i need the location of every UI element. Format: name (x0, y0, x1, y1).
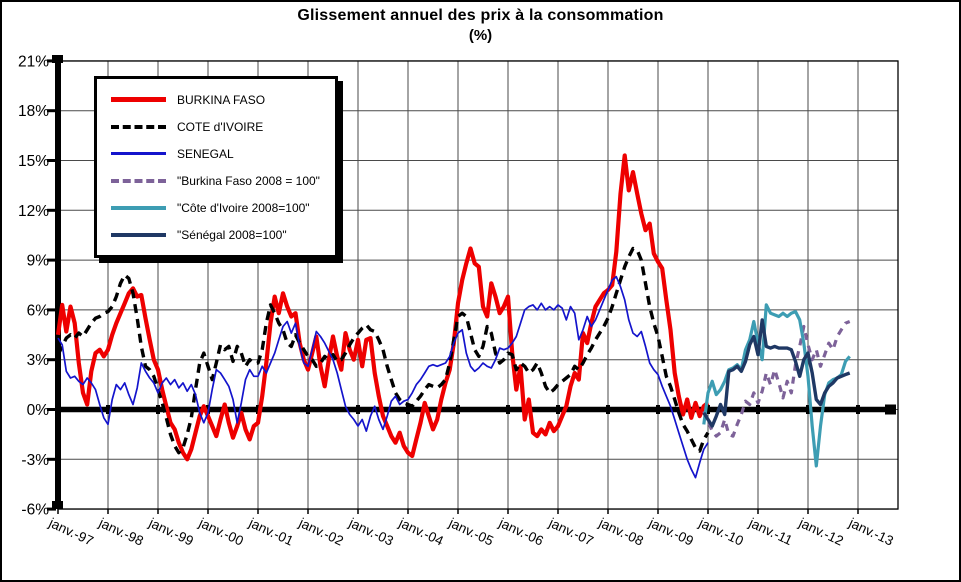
zero-line-end-marker (885, 404, 896, 415)
y-tick-label: 9% (27, 253, 50, 270)
zero-line-tick (756, 405, 760, 414)
chart-subtitle: (%) (468, 27, 493, 44)
y-tick-label: -3% (21, 452, 49, 469)
legend-label: BURKINA FASO (177, 92, 266, 107)
legend-line-sample (111, 178, 166, 183)
x-tick-label: janv.-08 (596, 515, 646, 549)
legend: BURKINA FASO COTE d'IVOIRE SENEGAL "Burkina… (94, 76, 338, 258)
zero-line-tick (506, 405, 510, 414)
zero-line-tick (806, 405, 810, 414)
y-axis-bottom-marker (52, 501, 63, 509)
x-tick-label: janv.-99 (146, 515, 196, 549)
y-tick-label: 21% (18, 53, 49, 70)
y-tick (47, 507, 56, 511)
y-tick (47, 457, 56, 461)
x-tick-label: janv.-03 (346, 515, 396, 549)
zero-line-tick (456, 405, 460, 414)
x-tick-label: janv.-06 (496, 515, 546, 549)
legend-line-sample (111, 152, 166, 155)
legend-line-sample (111, 97, 166, 102)
y-axis-top-marker (52, 55, 63, 63)
y-tick-label: 3% (27, 352, 50, 369)
x-tick-label: janv.-04 (396, 515, 446, 549)
x-tick-label: janv.-07 (546, 515, 596, 549)
x-tick-label: janv.-13 (846, 515, 896, 549)
x-tick-label: janv.-97 (46, 515, 96, 549)
legend-item: "Sénégal 2008=100" (97, 221, 335, 248)
y-tick-label: 18% (18, 103, 49, 120)
zero-line-tick (606, 405, 610, 414)
zero-line-tick (406, 405, 410, 414)
y-tick-label: 0% (27, 402, 50, 419)
legend-label: COTE d'IVOIRE (177, 119, 264, 134)
x-tick-label: janv.-00 (196, 515, 246, 549)
y-axis (55, 55, 61, 509)
legend-item: SENEGAL (97, 140, 335, 167)
x-tick-label: janv.-98 (96, 515, 146, 549)
x-tick-label: janv.-09 (646, 515, 696, 549)
legend-item: "Burkina Faso 2008 = 100" (97, 167, 335, 194)
y-tick (47, 59, 56, 63)
series-burkina-faso (55, 153, 710, 462)
y-tick (47, 109, 56, 113)
series-s-n-gal-2008-100 (702, 318, 851, 428)
y-tick (47, 308, 56, 312)
y-tick (47, 208, 56, 212)
legend-item: COTE d'IVOIRE (97, 113, 335, 140)
legend-label: "Sénégal 2008=100" (177, 227, 287, 242)
legend-line-sample (111, 124, 166, 129)
legend-label: "Burkina Faso 2008 = 100" (177, 173, 320, 188)
legend-label: "Côte d'Ivoire 2008=100" (177, 200, 310, 215)
x-tick-label: janv.-10 (696, 515, 746, 549)
zero-line-tick (356, 405, 360, 414)
zero-line-tick (556, 405, 560, 414)
y-tick (47, 258, 56, 262)
legend-label: SENEGAL (177, 146, 234, 161)
y-tick-label: 6% (27, 302, 50, 319)
series-senegal (57, 275, 709, 479)
zero-line-tick (156, 405, 160, 414)
x-tick-label: janv.-02 (296, 515, 346, 549)
legend-item: "Côte d'Ivoire 2008=100" (97, 194, 335, 221)
legend-item: BURKINA FASO (97, 86, 335, 113)
series-burkina-faso-2008-100 (702, 320, 851, 438)
zero-line-tick (856, 405, 860, 414)
x-tick-label: janv.-05 (446, 515, 496, 549)
legend-line-sample (111, 232, 166, 237)
series-cote-d-ivoire (56, 246, 710, 455)
x-tick-label: janv.-11 (746, 515, 795, 548)
y-tick (47, 358, 56, 362)
x-tick-label: janv.-01 (246, 515, 296, 549)
y-tick-label: 15% (18, 153, 49, 170)
y-tick-label: -6% (21, 502, 49, 519)
y-tick-label: 12% (18, 203, 49, 220)
y-tick (47, 408, 56, 411)
legend-line-sample (111, 205, 166, 210)
zero-line-tick (306, 405, 310, 414)
zero-line-tick (656, 405, 660, 414)
x-tick-label: janv.-12 (796, 515, 846, 549)
zero-line-tick (706, 405, 710, 414)
y-tick (47, 159, 56, 162)
chart-title: Glissement annuel des prix à la consomma… (297, 7, 664, 24)
zero-line-tick (106, 405, 110, 414)
